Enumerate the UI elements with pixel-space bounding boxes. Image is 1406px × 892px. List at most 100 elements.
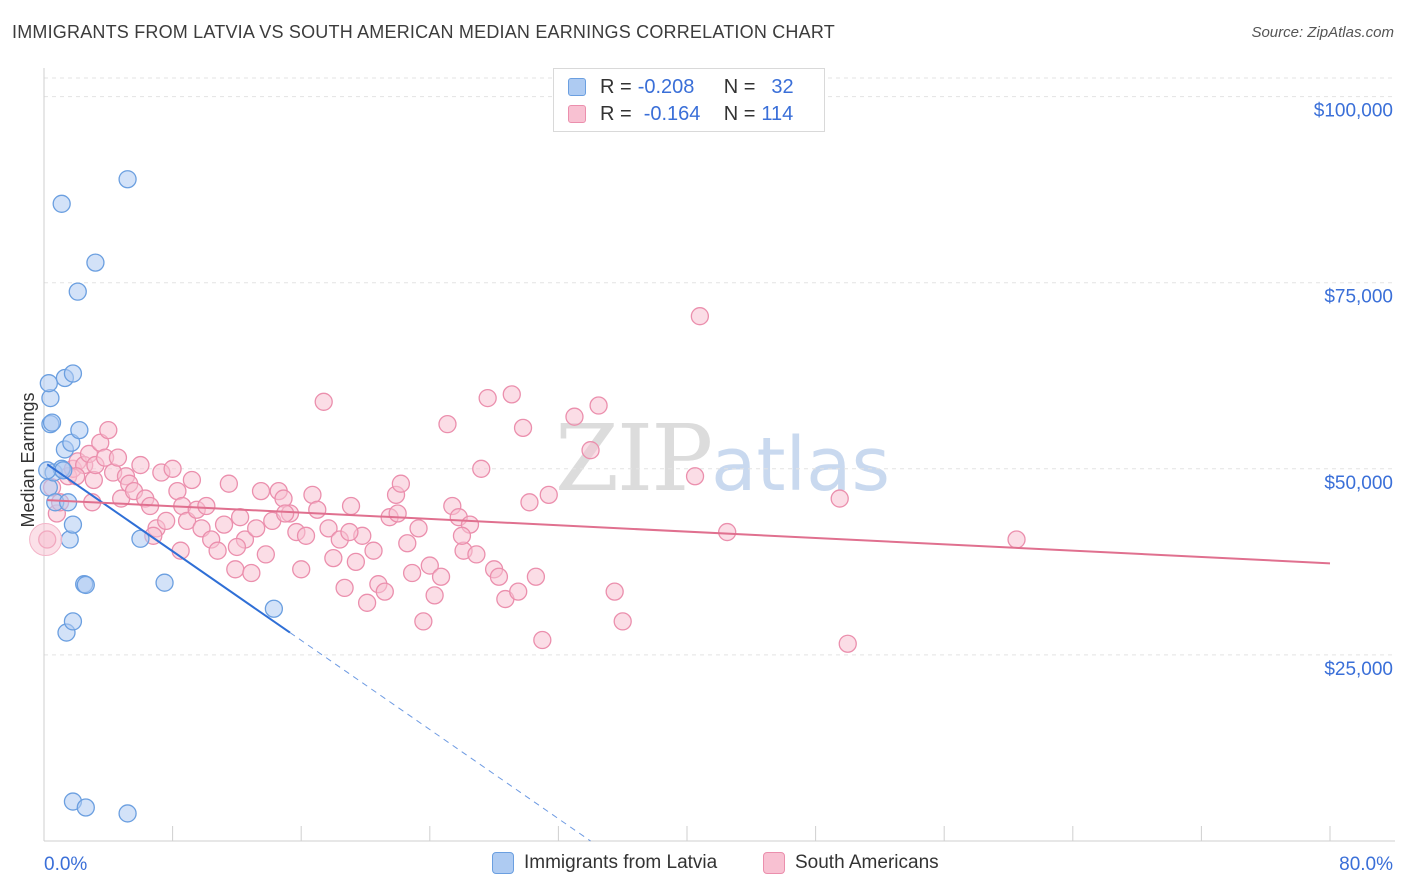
south-american-point <box>251 481 271 501</box>
south-american-point <box>402 563 422 583</box>
south-american-point <box>502 385 521 404</box>
legend-n-value: 32 <box>771 75 794 98</box>
south-american-point <box>398 534 417 553</box>
south-american-point <box>581 441 600 460</box>
watermark: ZIPatlas <box>555 405 890 512</box>
y-tick-label: $75,000 <box>1324 287 1393 308</box>
south-american-point <box>275 504 295 523</box>
bottom-legend-swatch-south-americans <box>763 852 785 874</box>
latvia-point <box>76 575 95 595</box>
south-american-point <box>838 634 857 653</box>
latvia-point <box>76 798 95 817</box>
south-american-point <box>197 496 216 516</box>
legend-r-label: R = <box>600 102 632 125</box>
south-american-point <box>256 545 275 564</box>
legend-swatch-latvia <box>568 78 586 96</box>
south-american-point <box>478 388 497 408</box>
south-american-point <box>335 578 354 598</box>
south-american-point <box>219 474 239 493</box>
bottom-legend-label-south-americans: South Americans <box>795 852 939 873</box>
latvia-point <box>118 804 137 823</box>
latvia-point <box>131 529 150 548</box>
latvia-point <box>86 253 105 272</box>
south-american-point <box>242 563 261 583</box>
latvia-point <box>63 515 83 534</box>
legend-swatch-south-americans <box>568 105 586 123</box>
south-american-point <box>341 496 361 516</box>
south-american-point <box>431 567 451 586</box>
bottom-legend-swatch-latvia <box>492 852 514 874</box>
south-american-point <box>513 418 533 438</box>
south-american-point <box>409 519 428 538</box>
south-american-point <box>420 556 439 575</box>
south-american-point <box>472 459 491 478</box>
latvia-point <box>52 194 71 213</box>
south-american-point <box>613 612 632 631</box>
south-american-point <box>182 470 202 490</box>
latvia-point <box>70 420 89 440</box>
bottom-legend-south-americans: South Americans <box>763 852 939 874</box>
south-american-point <box>364 541 383 560</box>
south-american-point <box>391 474 411 493</box>
latvia-point <box>118 170 137 189</box>
latvia-point <box>39 374 58 393</box>
south-american-point <box>346 552 366 572</box>
watermark-atlas: atlas <box>711 422 890 508</box>
chart-title: IMMIGRANTS FROM LATVIA VS SOUTH AMERICAN… <box>12 22 835 42</box>
latvia-point <box>60 530 79 549</box>
south-american-point <box>308 500 327 519</box>
latvia-trend-line <box>46 463 291 634</box>
legend-row-south-americans: R = -0.164 N = 114 <box>568 102 793 126</box>
latvia-point <box>68 282 87 301</box>
south-american-point <box>533 630 552 650</box>
source-label: Source: ZipAtlas.com <box>1251 24 1394 41</box>
south-american-point <box>375 582 394 601</box>
south-american-point <box>357 593 377 612</box>
south-american-point <box>324 548 343 568</box>
south-american-point <box>520 493 539 512</box>
south-american-point <box>452 526 472 545</box>
south-american-trend-line <box>47 499 1331 565</box>
south-american-point <box>605 582 624 601</box>
south-american-point <box>509 582 528 601</box>
south-american-point <box>467 545 486 564</box>
y-tick-label: $25,000 <box>1324 659 1393 680</box>
south-american-point <box>214 515 234 534</box>
south-american-point <box>131 455 150 475</box>
legend-r-value: -0.208 <box>637 75 695 98</box>
bottom-legend-label-latvia: Immigrants from Latvia <box>524 852 718 873</box>
south-american-point <box>292 560 311 579</box>
south-american-point <box>230 508 250 527</box>
south-american-point <box>247 519 266 538</box>
south-american-point <box>685 467 705 486</box>
south-american-point <box>226 560 245 579</box>
south-american-point <box>157 511 176 531</box>
south-american-point <box>589 396 608 415</box>
watermark-zip: ZIP <box>555 405 713 512</box>
south-american-point <box>526 567 546 586</box>
legend-n-label: N = <box>723 102 756 125</box>
x-tick-label: 0.0% <box>44 854 87 875</box>
south-american-point <box>425 586 444 605</box>
latvia-point <box>63 364 83 383</box>
south-american-point <box>319 519 338 538</box>
south-american-point <box>99 420 118 440</box>
south-american-point <box>718 522 737 542</box>
south-american-point <box>29 523 63 557</box>
south-american-point <box>108 448 128 467</box>
latvia-point <box>42 413 62 432</box>
south-american-point <box>227 537 247 557</box>
south-american-point <box>539 485 558 505</box>
south-american-point <box>489 567 509 586</box>
x-tick-label: 80.0% <box>1339 854 1393 875</box>
south-american-point <box>438 414 457 434</box>
south-american-point <box>208 541 227 560</box>
legend-n-value: 114 <box>761 102 794 125</box>
bottom-legend-latvia: Immigrants from Latvia <box>492 852 717 874</box>
south-american-point <box>830 489 849 508</box>
legend-r-value: -0.164 <box>643 102 701 125</box>
south-american-point <box>314 392 333 411</box>
latvia-point <box>63 612 83 631</box>
stats-legend: R = -0.208 N = 32 R = -0.164 N = 114 <box>553 68 825 132</box>
